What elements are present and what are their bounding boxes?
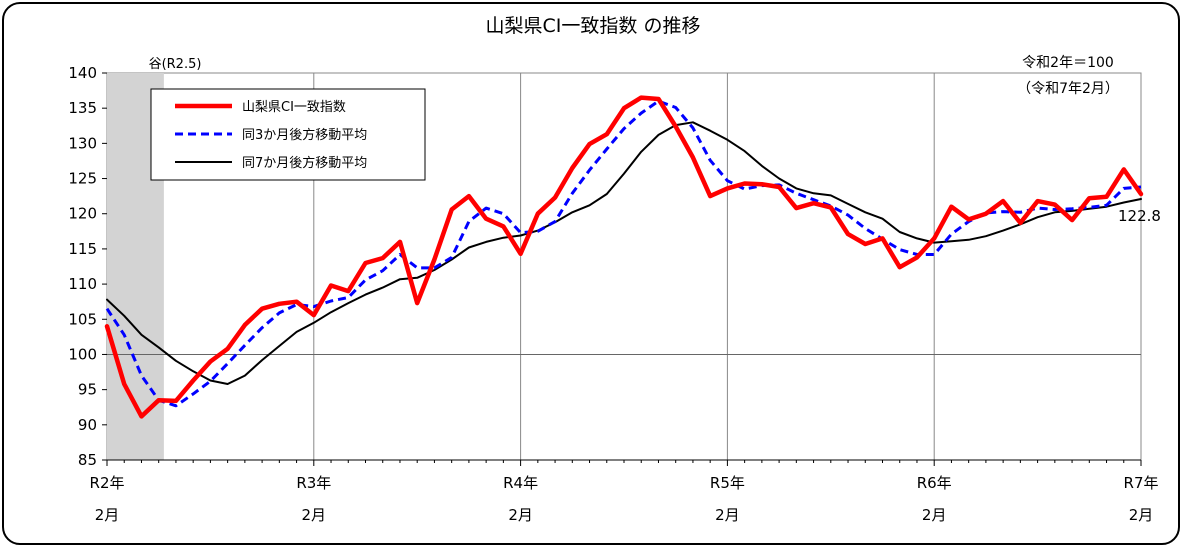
chart-title: 山梨県CI一致指数 の推移 [486,15,701,37]
trough-label: 谷(R2.5) [149,57,202,72]
legend-label-7mma: 同7か月後方移動平均 [242,155,367,171]
y-axis: 85 90 95 100 105 110 115 120 125 130 135 140 [68,64,107,469]
x-tick-label: R2年 [90,474,125,492]
x-tick-label: R7年 [1124,474,1159,492]
y-tick-label: 100 [68,345,97,363]
x-tick-label: R6年 [917,474,952,492]
end-value-label: 122.8 [1118,207,1161,225]
series-ci-line [104,95,1144,419]
x-tick-sublabel: 2月 [922,506,947,524]
y-tick-label: 110 [68,275,97,293]
legend-label-3mma: 同3か月後方移動平均 [242,127,367,143]
series-layer [104,95,1144,419]
x-tick-sublabel: 2月 [1129,506,1154,524]
y-tick-label: 135 [68,99,97,117]
x-tick-sublabel: 2月 [715,506,740,524]
x-tick-sublabel: 2月 [302,506,327,524]
legend: 山梨県CI一致指数 同3か月後方移動平均 同7か月後方移動平均 [150,88,426,181]
x-tick-label: R5年 [710,474,745,492]
x-tick-sublabel: 2月 [508,506,533,524]
y-tick-label: 95 [78,381,97,399]
y-tick-label: 105 [68,310,97,328]
y-tick-label: 90 [78,416,97,434]
series-7mma-line [106,121,1142,385]
x-tick-label: R3年 [296,474,331,492]
x-axis: R2年 2月 R3年 2月 R4年 2月 R5年 2月 R6年 2月 R7年 2月 [90,459,1159,524]
x-tick-label: R4年 [503,474,538,492]
y-tick-label: 140 [68,64,97,82]
x-tick-sublabel: 2月 [95,506,120,524]
y-tick-label: 120 [68,205,97,223]
reference-month-note: （令和7年2月） [1017,81,1119,97]
base-year-note: 令和2年＝100 [1022,55,1114,71]
y-tick-label: 85 [78,451,97,469]
y-tick-label: 130 [68,134,97,152]
y-tick-label: 125 [68,170,97,188]
legend-label-ci: 山梨県CI一致指数 [242,100,346,115]
y-tick-label: 115 [68,240,97,258]
